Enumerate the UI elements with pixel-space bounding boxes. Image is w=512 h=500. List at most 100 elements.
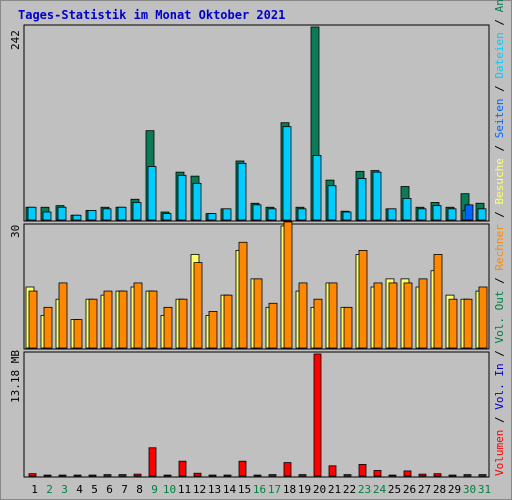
bar-rechner-day-28: [433, 254, 443, 349]
chart-title: Tages-Statistik im Monat Oktober 2021: [18, 8, 285, 22]
bar-dateien-day-24: [372, 171, 382, 221]
day-label-22: 22: [343, 483, 356, 496]
bar-volumen-day-20: [313, 353, 322, 477]
bar-rechner-day-27: [418, 278, 428, 349]
bar-dateien-day-31: [477, 208, 487, 221]
legend-separator: /: [493, 138, 506, 158]
bar-dateien-day-10: [162, 213, 172, 221]
visits-panel: [23, 221, 490, 350]
bar-rechner-day-16: [253, 278, 263, 349]
day-label-31: 31: [478, 483, 491, 496]
bar-rechner-day-13: [208, 310, 218, 349]
day-label-5: 5: [91, 483, 98, 496]
day-label-16: 16: [253, 483, 266, 496]
bar-volumen-day-16: [253, 474, 262, 477]
bar-dateien-day-25: [387, 208, 397, 221]
bar-rechner-day-8: [133, 282, 143, 349]
bar-rechner-day-17: [268, 302, 278, 349]
day-label-28: 28: [433, 483, 446, 496]
bar-volumen-day-26: [403, 470, 412, 477]
bar-dateien-day-20: [312, 155, 322, 221]
bar-rechner-day-26: [403, 282, 413, 349]
day-label-14: 14: [223, 483, 237, 496]
bar-rechner-day-21: [328, 282, 338, 349]
side-legend: Volumen / Vol. In / Vol. Out / Rechner /…: [493, 0, 506, 476]
day-label-11: 11: [178, 483, 191, 496]
bar-volumen-day-30: [463, 474, 472, 477]
day-label-13: 13: [208, 483, 221, 496]
bar-volumen-day-1: [28, 473, 37, 477]
bar-rechner-day-2: [43, 306, 53, 349]
bar-rechner-day-15: [238, 241, 248, 349]
bar-volumen-day-25: [388, 474, 397, 477]
bar-dateien-day-6: [102, 208, 112, 221]
bar-rechner-day-30: [463, 298, 473, 349]
legend-item-vout: Vol. Out: [493, 291, 506, 344]
day-label-30: 30: [463, 483, 476, 496]
bar-rechner-day-9: [148, 290, 158, 349]
bar-volumen-day-21: [328, 465, 337, 477]
bar-rechner-day-10: [163, 306, 173, 349]
bar-volumen-day-19: [298, 474, 307, 477]
day-label-3: 3: [61, 483, 68, 496]
bar-rechner-day-18: [283, 221, 293, 349]
bar-rechner-day-14: [223, 294, 233, 349]
day-label-23: 23: [358, 483, 371, 496]
bar-volumen-day-11: [178, 460, 187, 477]
bar-volumen-day-3: [58, 474, 67, 477]
day-label-18: 18: [283, 483, 296, 496]
requests-max-label: 242: [9, 30, 22, 50]
legend-item-anfragen: Anfragen: [493, 0, 506, 12]
bar-volumen-day-2: [43, 474, 52, 477]
bar-volumen-day-28: [433, 473, 442, 477]
bar-volumen-day-22: [343, 474, 352, 477]
bar-volumen-day-18: [283, 462, 292, 477]
day-label-15: 15: [238, 483, 251, 496]
bar-rechner-day-24: [373, 282, 383, 349]
bar-dateien-day-28: [432, 205, 442, 221]
bar-volumen-day-6: [103, 474, 112, 477]
bar-dateien-day-13: [207, 213, 217, 221]
bar-rechner-day-12: [193, 262, 203, 349]
legend-item-vin: Vol. In: [493, 363, 506, 409]
day-label-4: 4: [76, 483, 83, 496]
bar-rechner-day-4: [73, 319, 83, 349]
legend-item-dateien: Dateien: [493, 32, 506, 78]
legend-item-volumen: Volumen: [493, 430, 506, 476]
requests-panel: [23, 24, 490, 222]
day-label-10: 10: [163, 483, 176, 496]
bar-volumen-day-9: [148, 447, 157, 477]
volume-max-label: 13.18 MB: [9, 350, 22, 403]
day-label-24: 24: [373, 483, 387, 496]
bar-volumen-day-13: [208, 474, 217, 477]
bar-rechner-day-6: [103, 290, 113, 349]
legend-item-seiten: Seiten: [493, 98, 506, 138]
bar-dateien-day-19: [297, 208, 307, 221]
bar-dateien-day-29: [447, 208, 457, 221]
legend-separator: /: [493, 271, 506, 291]
bar-dateien-day-14: [222, 208, 232, 221]
bar-volumen-day-7: [118, 474, 127, 477]
bar-rechner-day-11: [178, 298, 188, 349]
day-label-12: 12: [193, 483, 206, 496]
bar-volumen-day-24: [373, 470, 382, 477]
bar-rechner-day-29: [448, 298, 458, 349]
day-label-27: 27: [418, 483, 431, 496]
bar-volumen-day-14: [223, 474, 232, 477]
bar-volumen-day-12: [193, 472, 202, 477]
side-legends: Volumen / Vol. In / Vol. Out / Rechner /…: [493, 0, 506, 476]
day-label-8: 8: [136, 483, 143, 496]
bar-dateien-day-21: [327, 185, 337, 221]
legend-item-besuche: Besuche: [493, 158, 506, 204]
day-labels: 1 2 3 4 5 6 7 8 9 10 11 12 13 14 15 16 17 18 19 20 21 22 23 24 2…: [31, 483, 491, 496]
day-label-6: 6: [106, 483, 113, 496]
bar-rechner-day-19: [298, 282, 308, 349]
bar-rechner-day-5: [88, 298, 98, 349]
legend-separator: /: [493, 204, 506, 224]
bar-rechner-day-1: [28, 290, 38, 349]
bar-dateien-day-27: [417, 208, 427, 221]
day-label-25: 25: [388, 483, 401, 496]
bar-rechner-day-20: [313, 298, 323, 349]
bar-dateien-day-2: [42, 211, 52, 221]
